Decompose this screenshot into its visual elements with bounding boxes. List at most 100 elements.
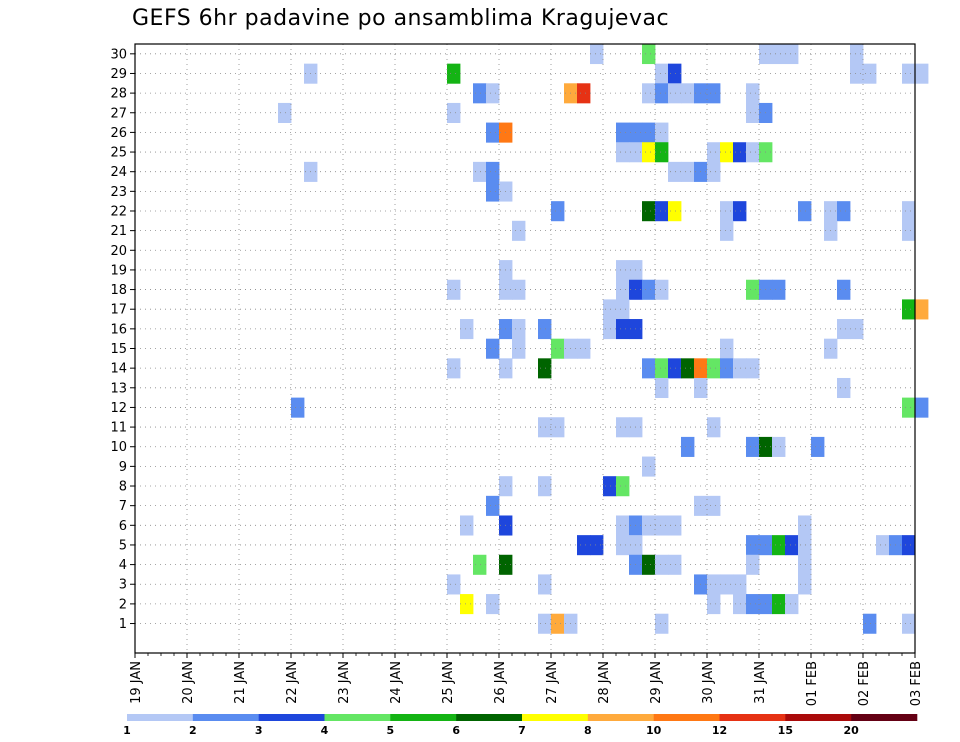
heatmap-cell xyxy=(902,201,916,222)
heatmap-cell xyxy=(772,436,786,457)
heatmap-cell xyxy=(668,161,682,182)
colorbar-swatch xyxy=(390,714,457,721)
heatmap-cell xyxy=(681,436,695,457)
y-tick-label: 3 xyxy=(119,578,127,593)
heatmap-cell xyxy=(746,142,760,163)
heatmap-cell xyxy=(486,122,500,143)
heatmap-cell xyxy=(772,535,786,556)
heatmap-cell xyxy=(486,161,500,182)
heatmap-cell xyxy=(642,554,656,575)
heatmap-cell xyxy=(668,63,682,84)
heatmap-cell xyxy=(746,535,760,556)
heatmap-cell xyxy=(772,594,786,615)
heatmap-cell xyxy=(746,554,760,575)
heatmap-cell xyxy=(538,574,552,595)
heatmap-cell xyxy=(681,83,695,104)
heatmap-cell xyxy=(720,338,734,359)
colorbar-label: 5 xyxy=(387,724,395,737)
y-tick-label: 29 xyxy=(110,67,127,82)
chart-title: GEFS 6hr padavine po ansamblima Kragujev… xyxy=(132,6,670,31)
heatmap-cell xyxy=(798,574,812,595)
heatmap-cell xyxy=(551,201,565,222)
x-tick-label: 26 JAN xyxy=(493,661,508,704)
heatmap-cell xyxy=(668,515,682,536)
heatmap-cell xyxy=(577,83,591,104)
colorbar-label: 3 xyxy=(255,724,263,737)
heatmap-cell xyxy=(642,122,656,143)
heatmap-cell xyxy=(642,44,656,65)
heatmap-cell xyxy=(798,554,812,575)
y-tick-label: 6 xyxy=(119,519,127,534)
heatmap-cell xyxy=(538,358,552,379)
heatmap-cell xyxy=(655,279,669,300)
heatmap-cell xyxy=(785,535,799,556)
heatmap-cell xyxy=(811,436,825,457)
y-tick-label: 4 xyxy=(119,558,127,573)
heatmap-cell xyxy=(707,417,721,438)
y-tick-label: 18 xyxy=(110,283,127,298)
y-tick-label: 8 xyxy=(119,480,127,495)
heatmap-cell xyxy=(655,515,669,536)
heatmap-cell xyxy=(707,83,721,104)
y-tick-label: 20 xyxy=(110,244,127,259)
colorbar-swatch xyxy=(851,714,918,721)
heatmap-cell xyxy=(746,436,760,457)
heatmap-cell xyxy=(655,122,669,143)
heatmap-cell xyxy=(902,63,916,84)
y-tick-label: 16 xyxy=(110,322,127,337)
heatmap-cell xyxy=(447,63,461,84)
colorbar-swatch xyxy=(522,714,589,721)
x-tick-label: 27 JAN xyxy=(545,661,560,704)
heatmap-cell xyxy=(707,358,721,379)
y-tick-label: 7 xyxy=(119,499,127,514)
heatmap-cell xyxy=(720,201,734,222)
heatmap-cell xyxy=(486,83,500,104)
heatmap-cell xyxy=(746,594,760,615)
heatmap-cell xyxy=(668,201,682,222)
y-tick-label: 19 xyxy=(110,263,127,278)
heatmap-cell xyxy=(577,535,591,556)
heatmap-cell xyxy=(655,377,669,399)
y-tick-label: 1 xyxy=(119,617,127,632)
heatmap-cell xyxy=(668,554,682,575)
heatmap-cell xyxy=(746,358,760,379)
heatmap-cell xyxy=(616,279,630,300)
heatmap-cell xyxy=(850,319,864,340)
heatmap-cell xyxy=(590,44,604,65)
heatmap-cell xyxy=(785,594,799,615)
heatmap-cell xyxy=(512,279,526,300)
heatmap-cell xyxy=(616,476,630,497)
y-tick-label: 28 xyxy=(110,87,127,102)
heatmap-cell xyxy=(616,535,630,556)
heatmap-cell xyxy=(460,319,474,340)
heatmap-cell xyxy=(538,476,552,497)
heatmap-cell xyxy=(655,613,669,634)
heatmap-cell xyxy=(642,201,656,222)
heatmap-cell xyxy=(902,613,916,634)
heatmap-cell xyxy=(473,83,487,104)
heatmap-cell xyxy=(473,554,487,575)
y-tick-label: 23 xyxy=(110,185,127,200)
heatmap-cell xyxy=(681,161,695,182)
heatmap-cell xyxy=(642,358,656,379)
heatmap-cell xyxy=(655,83,669,104)
heatmap-cell xyxy=(447,358,461,379)
heatmap-cell xyxy=(707,574,721,595)
heatmap-cell xyxy=(915,397,929,418)
heatmap-cell xyxy=(681,358,695,379)
heatmap-cell xyxy=(720,142,734,163)
x-tick-label: 25 JAN xyxy=(441,661,456,704)
heatmap-cell xyxy=(512,220,526,241)
heatmap-cell xyxy=(616,417,630,438)
heatmap-cell xyxy=(746,83,760,104)
heatmap-cell xyxy=(837,377,851,399)
heatmap-cell xyxy=(798,535,812,556)
y-tick-label: 10 xyxy=(110,440,127,455)
heatmap-cell xyxy=(707,142,721,163)
colorbar-swatch xyxy=(587,714,654,721)
heatmap-cell xyxy=(746,102,760,123)
heatmap-cell xyxy=(460,594,474,615)
heatmap-cell xyxy=(720,220,734,241)
colorbar-label: 4 xyxy=(321,724,329,737)
x-tick-label: 23 JAN xyxy=(337,661,352,704)
